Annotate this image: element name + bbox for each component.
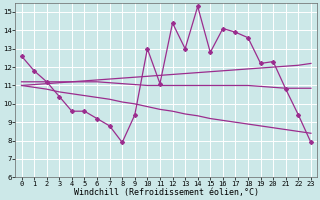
X-axis label: Windchill (Refroidissement éolien,°C): Windchill (Refroidissement éolien,°C)	[74, 188, 259, 197]
